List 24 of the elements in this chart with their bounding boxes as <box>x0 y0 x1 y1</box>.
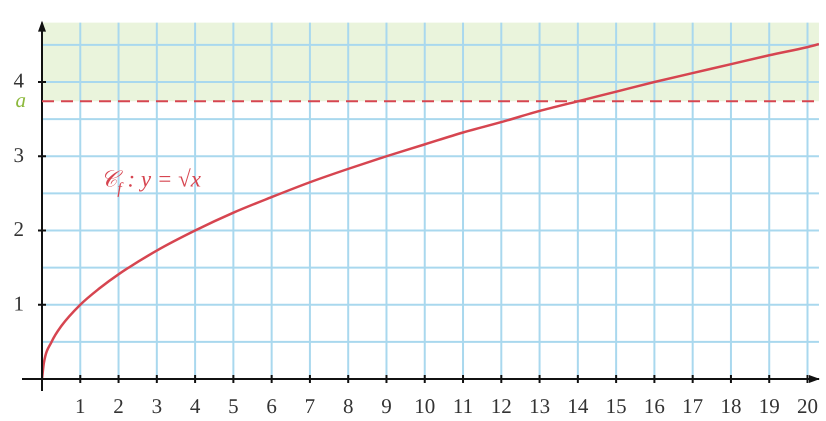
x-tick-label: 17 <box>682 394 704 418</box>
x-tick-label: 8 <box>342 394 354 418</box>
y-tick-label: 2 <box>14 217 24 242</box>
line-series <box>42 42 819 379</box>
x-tick-label: 18 <box>720 394 742 418</box>
x-tick-label: 14 <box>567 394 589 418</box>
x-tick-label: 20 <box>797 394 818 418</box>
y-tick-label: 1 <box>14 291 24 316</box>
x-tick-label: 9 <box>381 394 392 418</box>
y-tick-label: 3 <box>14 142 24 167</box>
x-tick-label: 5 <box>228 394 239 418</box>
x-tick-label: 6 <box>266 394 277 418</box>
x-tick-label: 19 <box>758 394 780 418</box>
x-tick-label: 7 <box>304 394 316 418</box>
x-tick-label: 13 <box>529 394 550 418</box>
x-tick-label: 4 <box>190 394 201 418</box>
x-tick-label: 3 <box>152 394 162 418</box>
x-tick-label: 1 <box>75 394 86 418</box>
x-tick-label: 2 <box>113 394 124 418</box>
x-tick-label: 15 <box>606 394 627 418</box>
x-tick-label: 10 <box>414 394 436 418</box>
x-tick-label: 12 <box>490 394 512 418</box>
x-tick-label: 16 <box>644 394 665 418</box>
x-tick-label: 11 <box>452 394 474 418</box>
